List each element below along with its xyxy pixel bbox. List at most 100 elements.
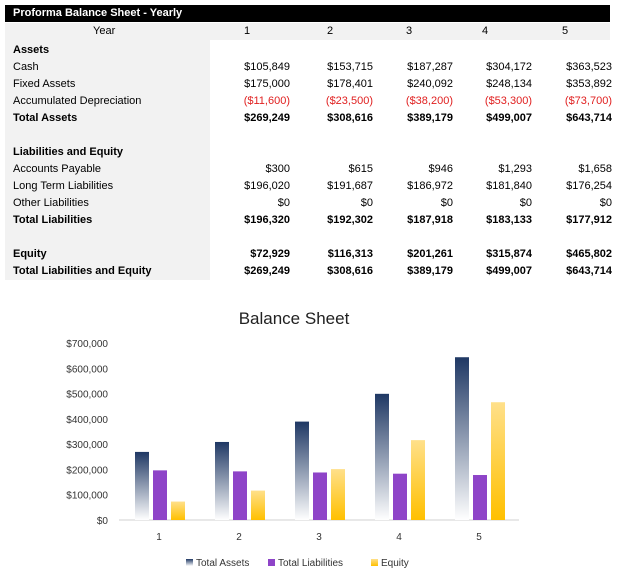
cell-value: $304,172 [486, 61, 532, 73]
bar-equity [411, 440, 425, 520]
legend-swatch [371, 559, 378, 566]
bar-total-liabilities [313, 472, 327, 520]
cell-value: $72,929 [250, 248, 290, 260]
table-row: Liabilities and Equity [5, 144, 610, 161]
bar-total-assets [375, 393, 389, 520]
table-row: Other Liabilities $0 $0 $0 $0 $0 [5, 195, 612, 212]
row-label: Equity [13, 248, 47, 260]
bar-total-liabilities [393, 473, 407, 520]
cell-value: $353,892 [566, 78, 612, 90]
table-row: Long Term Liabilities $196,020 $191,687 $18… [5, 178, 612, 195]
row-label: Accumulated Depreciation [13, 95, 142, 107]
cell-value: $178,401 [327, 78, 373, 90]
bar-equity [171, 501, 185, 520]
cell-value: $0 [360, 197, 373, 209]
legend-swatch [186, 559, 193, 566]
year-header-row: Year 1 2 3 4 5 [5, 23, 610, 40]
y-tick-label: $700,000 [66, 339, 108, 350]
bar-equity [491, 402, 505, 520]
y-tick-label: $500,000 [66, 390, 108, 401]
label-column-bg [5, 40, 210, 280]
cell-value: $499,007 [486, 265, 532, 277]
y-tick-label: $400,000 [66, 415, 108, 426]
row-label: Long Term Liabilities [13, 180, 114, 192]
cell-value: $389,179 [407, 112, 453, 124]
row-label: Total Assets [13, 112, 78, 124]
table-row: Equity $72,929 $116,313 $201,261 $315,874 $46… [5, 246, 612, 263]
cell-value: $0 [277, 197, 290, 209]
year-header: 5 [561, 25, 569, 37]
cell-value: $308,616 [327, 112, 373, 124]
y-tick-label: $300,000 [66, 440, 108, 451]
row-label: Total Liabilities and Equity [13, 265, 152, 277]
year-header: 1 [243, 25, 251, 37]
cell-value: $201,261 [407, 248, 453, 260]
bar-total-liabilities [233, 471, 247, 520]
cell-value: $153,715 [327, 61, 373, 73]
bar-total-assets [295, 421, 309, 520]
cell-value: $175,000 [244, 78, 290, 90]
year-header: 2 [326, 25, 334, 37]
cell-value: ($73,700) [564, 95, 612, 107]
row-label: Assets [13, 44, 50, 56]
cell-value: $196,020 [244, 180, 290, 192]
cell-value: $300 [265, 163, 290, 175]
cell-value: $946 [428, 163, 453, 175]
cell-value: $186,972 [407, 180, 453, 192]
year-header: 3 [405, 25, 413, 37]
legend-label: Equity [381, 558, 409, 569]
x-tick-label: 3 [316, 532, 322, 543]
row-label: Fixed Assets [13, 78, 76, 90]
cell-value: $643,714 [566, 265, 612, 277]
cell-value: $315,874 [486, 248, 532, 260]
y-tick-label: $100,000 [66, 491, 108, 502]
row-label: Accounts Payable [13, 163, 102, 175]
cell-value: $499,007 [486, 112, 532, 124]
y-tick-label: $600,000 [66, 364, 108, 375]
table-row: Accumulated Depreciation ($11,600) ($23,50… [5, 93, 612, 110]
cell-value: $240,092 [407, 78, 453, 90]
cell-value: $465,802 [566, 248, 612, 260]
cell-value: $308,616 [327, 265, 373, 277]
bar-total-liabilities [473, 475, 487, 520]
table-row [5, 127, 610, 144]
cell-value: $177,912 [566, 214, 612, 226]
table-row: Total Assets $269,249 $308,616 $389,179 $499… [5, 110, 612, 127]
cell-value: $105,849 [244, 61, 290, 73]
cell-value: $389,179 [407, 265, 453, 277]
balance-sheet-chart: Balance Sheet $0 $100,000 $200,000 $300,000 $… [66, 309, 519, 569]
cell-value: $191,687 [327, 180, 373, 192]
x-tick-label: 4 [396, 532, 402, 543]
cell-value: $116,313 [327, 248, 373, 260]
cell-value: ($53,300) [484, 95, 532, 107]
table-row: Cash $105,849 $153,715 $187,287 $304,172 $363… [5, 59, 612, 76]
table-row: Assets [5, 42, 610, 59]
chart-title: Balance Sheet [239, 309, 350, 328]
legend-label: Total Liabilities [278, 558, 343, 569]
cell-value: $0 [440, 197, 453, 209]
cell-value: $0 [599, 197, 612, 209]
bar-equity [331, 469, 345, 520]
year-header: 4 [481, 25, 489, 37]
x-tick-label: 1 [156, 532, 162, 543]
bar-total-liabilities [153, 470, 167, 520]
cell-value: ($11,600) [243, 95, 290, 107]
cell-value: ($38,200) [405, 95, 453, 107]
legend-label: Total Assets [196, 558, 249, 569]
cell-value: $615 [348, 163, 373, 175]
x-tick-label: 2 [236, 532, 242, 543]
row-label: Total Liabilities [13, 214, 93, 226]
table-title: Proforma Balance Sheet - Yearly [5, 5, 610, 22]
cell-value: $176,254 [566, 180, 612, 192]
cell-value: $181,840 [486, 180, 532, 192]
legend-swatch [268, 559, 275, 566]
row-label: Other Liabilities [13, 197, 89, 209]
bar-total-assets [135, 451, 149, 520]
cell-value: $183,133 [486, 214, 532, 226]
row-label: Liabilities and Equity [13, 146, 124, 158]
table-row: Fixed Assets $175,000 $178,401 $240,092 $248… [5, 76, 612, 93]
cell-value: $187,287 [407, 61, 453, 73]
row-label: Cash [13, 61, 39, 73]
y-tick-label: $200,000 [66, 465, 108, 476]
cell-value: $0 [519, 197, 532, 209]
